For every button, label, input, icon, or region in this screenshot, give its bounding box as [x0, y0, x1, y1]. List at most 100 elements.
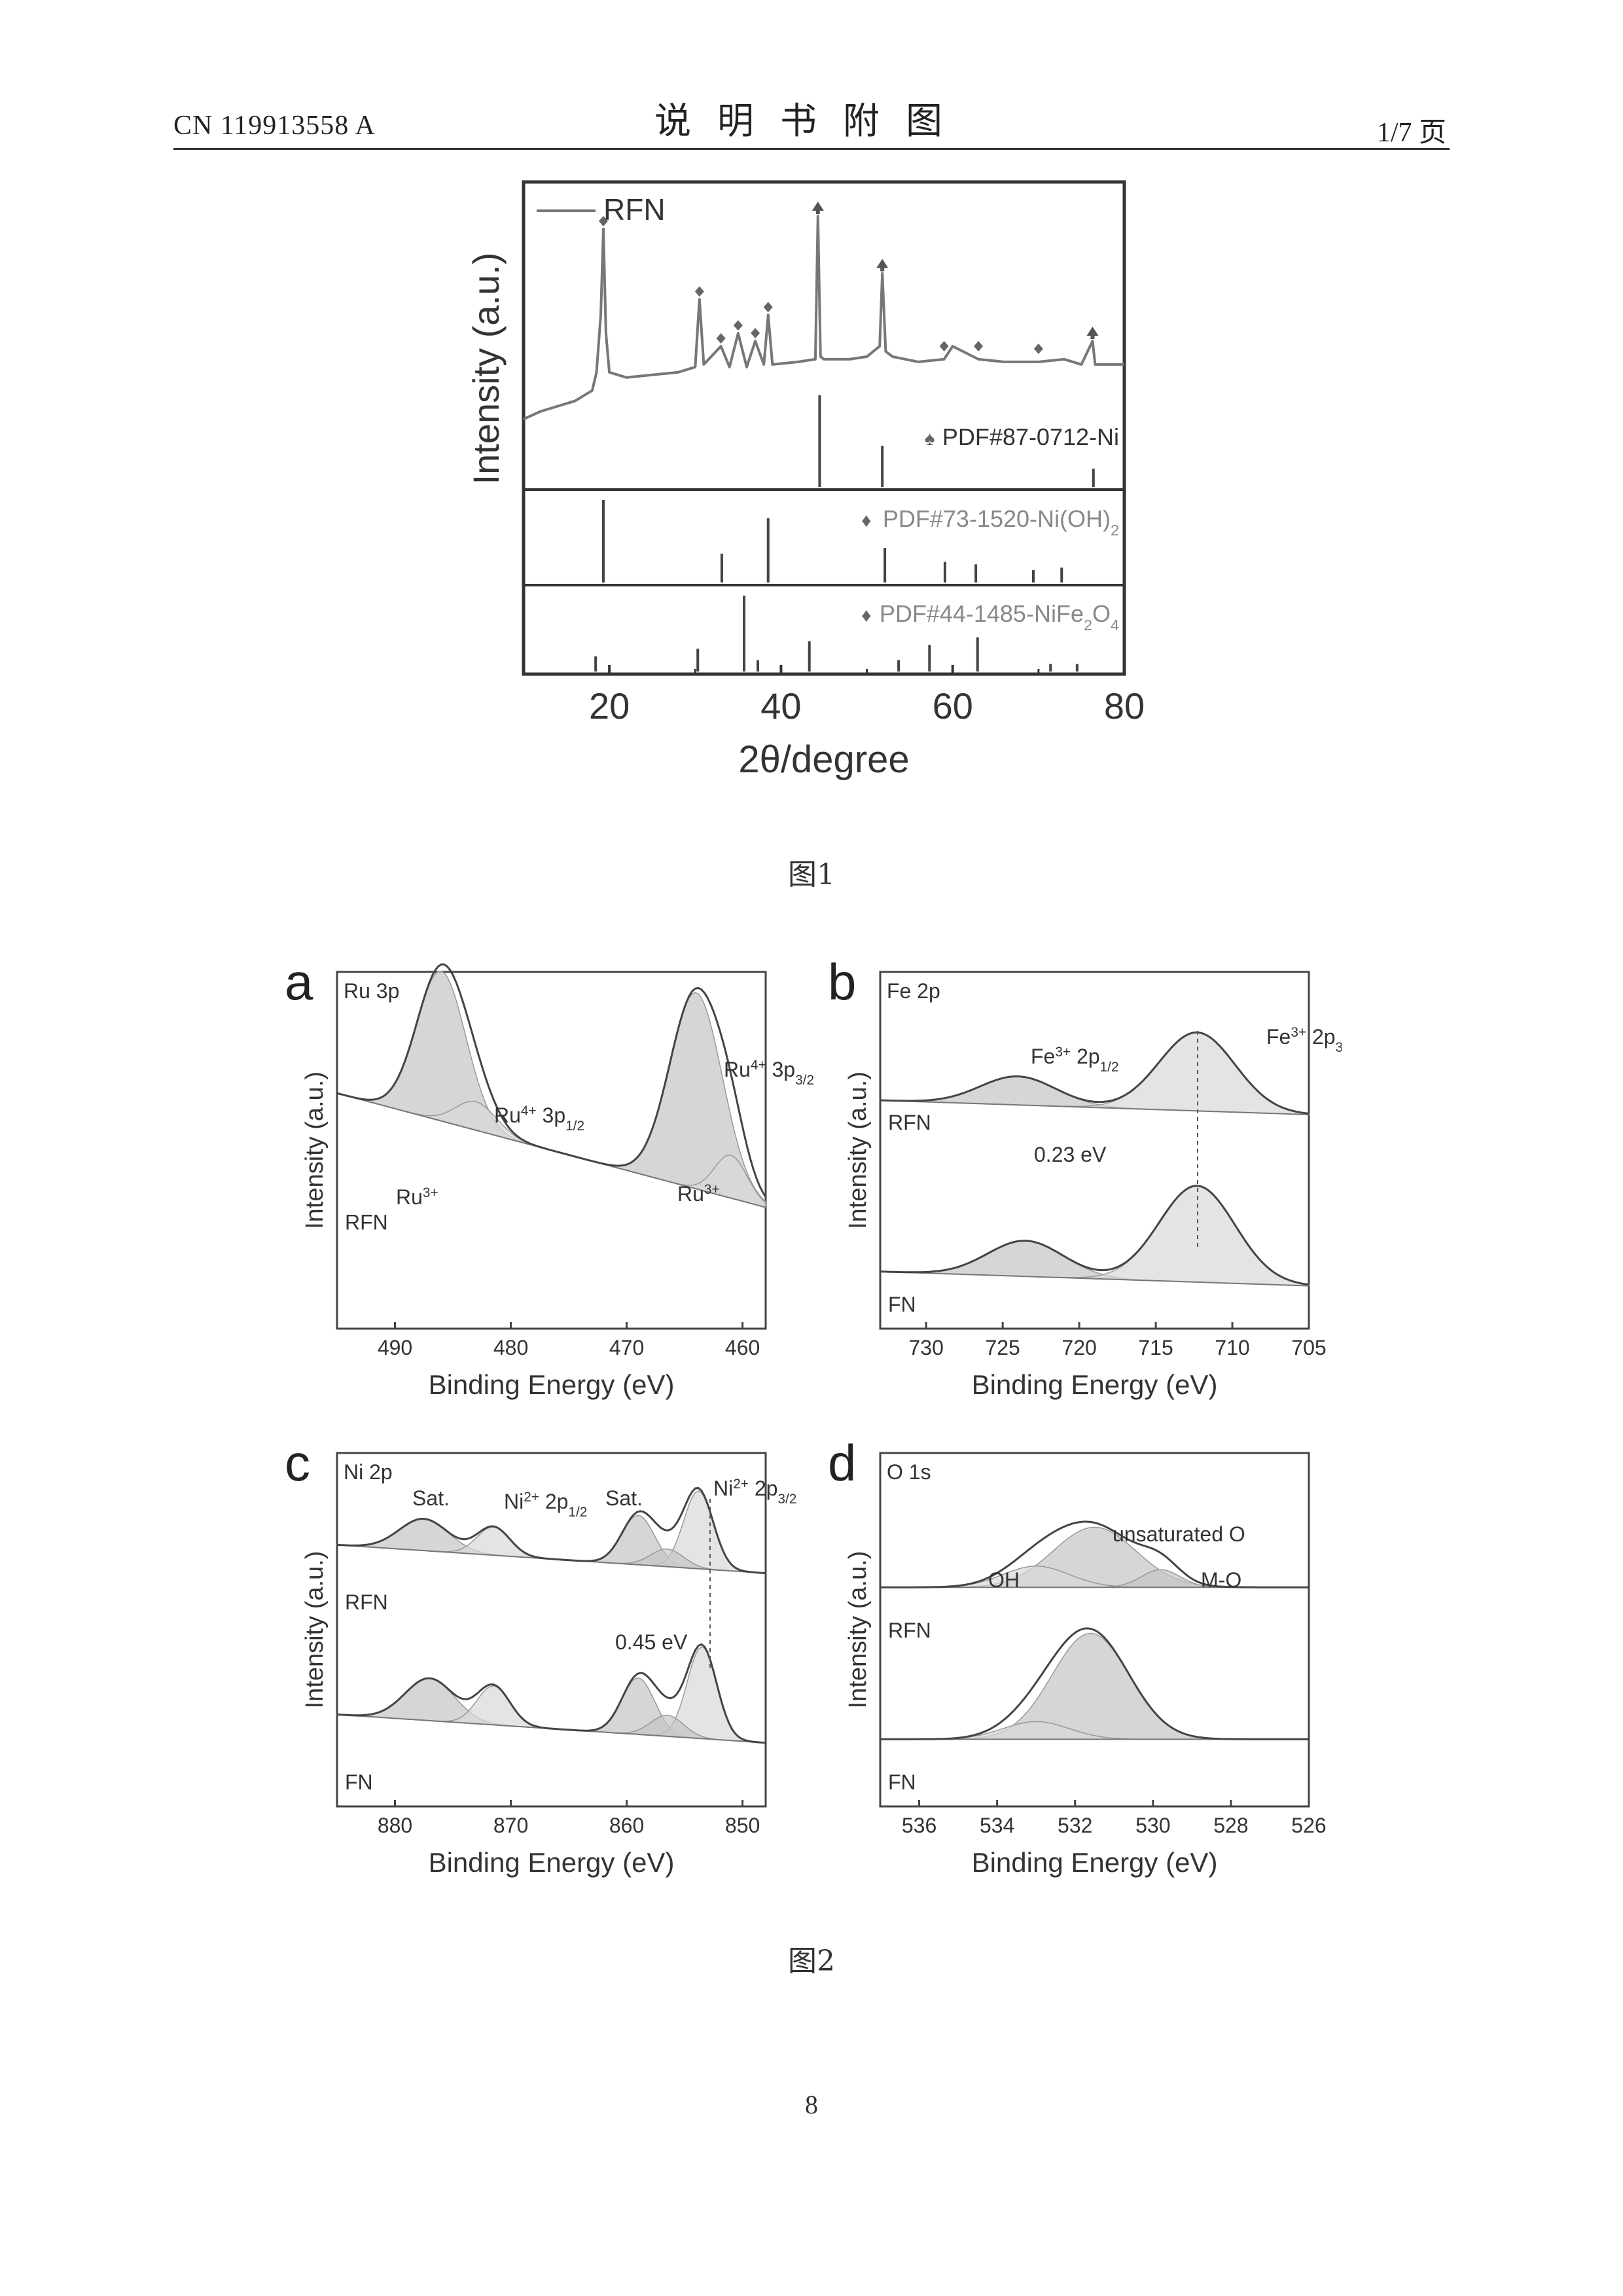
page-number: 8 — [805, 2090, 818, 2119]
x-tick-label: 530 — [1135, 1814, 1170, 1837]
x-tick-label: 705 — [1291, 1336, 1326, 1359]
x-tick-label: 730 — [908, 1336, 943, 1359]
xps-panel-frame-a — [336, 971, 767, 1330]
peak-marker-diamond — [716, 333, 726, 344]
peak-marker-spade — [1086, 327, 1099, 340]
panel-title-c: Ni 2p — [344, 1460, 393, 1484]
sample-label-fn: FN — [888, 1770, 916, 1794]
legend-label-rfn: RFN — [603, 192, 666, 226]
figure1-caption: 图1 — [788, 858, 835, 891]
sample-label-rfn: RFN — [345, 1211, 388, 1234]
y-axis-label: Intensity (a.u.) — [301, 1071, 329, 1229]
annotation-b-3: 0.23 eV — [1034, 1143, 1107, 1166]
panel-letter-d: d — [828, 1434, 856, 1492]
peak-marker-spade — [812, 202, 824, 214]
reference-label-2: PDF#73-1520-Ni(OH)2 — [883, 505, 1119, 539]
annotation-a-4: Ru3+ — [677, 1182, 720, 1206]
x-tick-label: 534 — [980, 1814, 1014, 1837]
x-tick-label: 880 — [378, 1814, 412, 1837]
annotation-c-3: Sat. — [605, 1486, 643, 1510]
x-tick-label: 725 — [985, 1336, 1020, 1359]
figure2-caption: 图2 — [788, 1945, 835, 1978]
document-id: CN 119913558 A — [173, 111, 376, 141]
annotation-a-3: Ru3+ — [396, 1185, 438, 1210]
page-of-total: 1/7 页 — [1376, 118, 1446, 148]
panel-title-b: Fe 2p — [887, 979, 940, 1003]
reference-symbol: ♠ — [924, 428, 935, 450]
panel-title-d: O 1s — [887, 1460, 931, 1484]
xps-panel-frame-b — [879, 971, 1310, 1330]
annotation-a-2: Ru4+ 3p3/2 — [724, 1058, 814, 1088]
x-axis-label: Binding Energy (eV) — [429, 1369, 675, 1400]
x-tick-label: 460 — [725, 1336, 760, 1359]
x-tick-label: 490 — [378, 1336, 412, 1359]
envelope-curve — [336, 1643, 766, 1744]
panel-letter-a: a — [285, 953, 313, 1011]
x-axis-label: Binding Energy (eV) — [972, 1369, 1218, 1400]
peak-marker-diamond — [763, 302, 773, 313]
xps-panel-frame-c — [336, 1452, 767, 1808]
x-tick-label: 710 — [1215, 1336, 1249, 1359]
x-axis-label: Binding Energy (eV) — [972, 1847, 1218, 1878]
peak-marker-diamond — [694, 286, 704, 297]
x-tick-label: 470 — [609, 1336, 644, 1359]
y-axis-label: Intensity (a.u.) — [301, 1551, 329, 1709]
annotation-a-1: Ru4+ 3p1/2 — [494, 1103, 584, 1134]
figure2-xps-panels: a Ru 3p RFN 490 480 470 460 Binding Energy (eV)… — [285, 953, 1342, 1878]
peak-marker-diamond — [733, 320, 743, 331]
envelope-curve — [880, 1031, 1310, 1115]
panel-letter-b: b — [828, 953, 856, 1011]
x-tick-label: 480 — [493, 1336, 528, 1359]
envelope-curve — [336, 963, 767, 1198]
background-line — [880, 1270, 1310, 1287]
annotation-b-1: Fe3+ 2p1/2 — [1031, 1045, 1118, 1075]
peak-marker-diamond — [751, 328, 760, 339]
x-tick-label: 850 — [725, 1814, 760, 1837]
reference-label-1: PDF#87-0712-Ni — [942, 423, 1119, 450]
y-axis-label: Intensity (a.u.) — [465, 253, 507, 485]
annotation-d-2: OH — [988, 1568, 1020, 1592]
x-axis-label: Binding Energy (eV) — [429, 1847, 675, 1878]
sample-label-rfn: RFN — [888, 1619, 931, 1642]
x-tick-label: 528 — [1213, 1814, 1248, 1837]
fit-component — [880, 1632, 1309, 1740]
x-tick-label: 536 — [902, 1814, 936, 1837]
envelope-curve — [336, 1486, 766, 1575]
peak-marker-spade — [876, 259, 889, 272]
x-tick-label: 20 — [589, 685, 630, 726]
reference-symbol: ♦ — [861, 605, 871, 626]
sample-label-fn: FN — [345, 1770, 373, 1794]
peak-marker-diamond — [598, 215, 608, 226]
x-tick-label: 715 — [1138, 1336, 1173, 1359]
figure1-xrd-chart: RFN PDF#87-0712-Ni ♠ PDF#73-1520-Ni(OH)2 ♦ PD… — [465, 180, 1145, 781]
background-line — [880, 1100, 1310, 1115]
x-tick-label: 860 — [609, 1814, 644, 1837]
x-tick-label: 532 — [1058, 1814, 1092, 1837]
annotation-c-5: 0.45 eV — [615, 1630, 688, 1654]
y-axis-label: Intensity (a.u.) — [844, 1551, 872, 1709]
x-tick-label: 526 — [1291, 1814, 1326, 1837]
x-tick-label: 40 — [760, 685, 801, 726]
envelope-curve — [880, 1185, 1310, 1286]
sample-label-rfn: RFN — [888, 1111, 931, 1134]
sample-label-rfn: RFN — [345, 1590, 388, 1614]
x-tick-label: 720 — [1061, 1336, 1096, 1359]
annotation-b-2: Fe3+ 2p3/2 — [1266, 1025, 1342, 1055]
reference-label-3: PDF#44-1485-NiFe2O4 — [880, 600, 1119, 634]
annotation-c-4: Ni2+ 2p3/2 — [713, 1477, 796, 1507]
xps-panel-frame-d — [879, 1452, 1310, 1808]
header-rule — [173, 148, 1450, 150]
panel-letter-c: c — [285, 1434, 310, 1492]
section-title: 说明书附图 — [654, 100, 969, 143]
x-tick-label: 80 — [1104, 685, 1145, 726]
peak-marker-diamond — [1033, 343, 1043, 354]
annotation-c-2: Ni2+ 2p1/2 — [504, 1490, 587, 1520]
x-tick-label: 870 — [493, 1814, 528, 1837]
annotation-d-3: M-O — [1201, 1568, 1241, 1592]
panel-title-a: Ru 3p — [344, 979, 399, 1003]
annotation-c-1: Sat. — [412, 1486, 450, 1510]
x-axis-label: 2θ/degree — [738, 738, 909, 781]
reference-symbol: ♦ — [861, 510, 871, 531]
peak-marker-diamond — [974, 340, 984, 351]
envelope-curve — [880, 1520, 1309, 1588]
